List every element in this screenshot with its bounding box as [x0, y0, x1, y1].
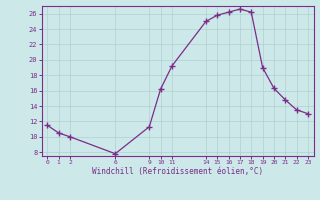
X-axis label: Windchill (Refroidissement éolien,°C): Windchill (Refroidissement éolien,°C)	[92, 167, 263, 176]
